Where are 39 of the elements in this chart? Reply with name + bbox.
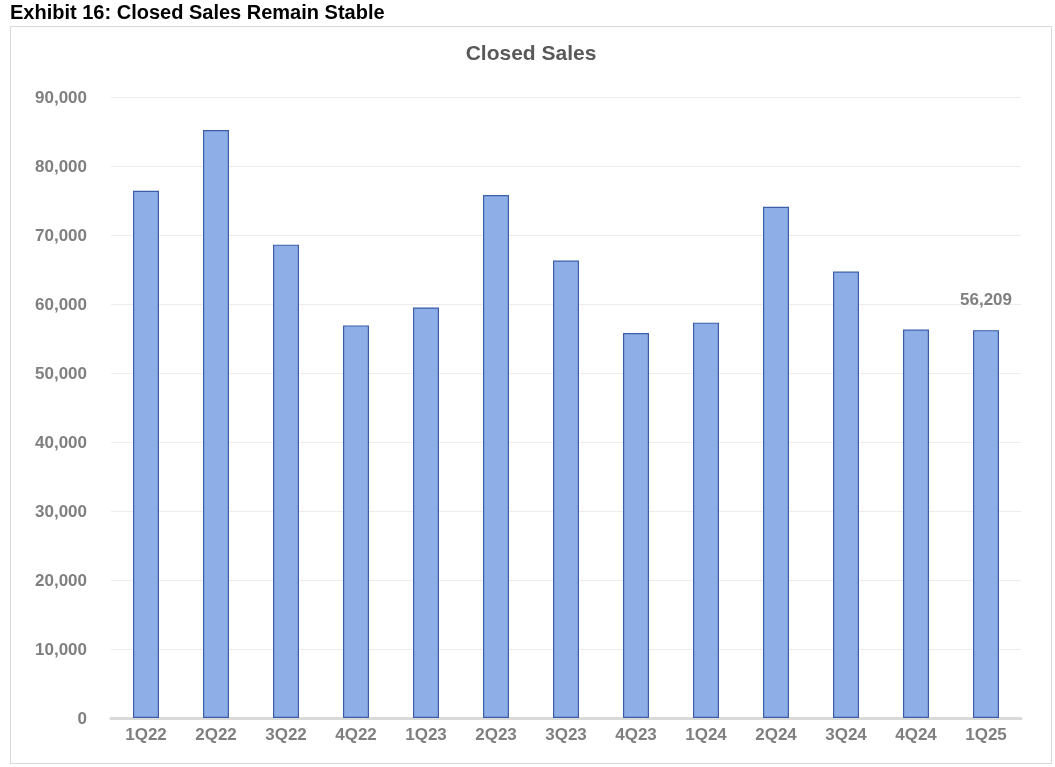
y-tick-label: 40,000 bbox=[35, 432, 87, 452]
bar bbox=[833, 271, 859, 718]
bar bbox=[693, 322, 719, 718]
x-tick-label: 1Q23 bbox=[405, 725, 447, 744]
x-tick-label: 4Q24 bbox=[895, 725, 938, 744]
bar bbox=[133, 190, 159, 718]
bar bbox=[483, 194, 509, 718]
y-tick-label: 60,000 bbox=[35, 294, 87, 314]
bar bbox=[973, 330, 999, 718]
x-tick-label: 3Q23 bbox=[545, 725, 587, 744]
x-tick-label: 3Q24 bbox=[825, 725, 868, 744]
bar bbox=[413, 307, 439, 718]
y-tick-label: 20,000 bbox=[35, 570, 87, 590]
chart-subtitle: Closed Sales bbox=[465, 41, 597, 64]
y-tick-label: 10,000 bbox=[35, 639, 87, 659]
bar bbox=[623, 332, 649, 718]
y-tick-label: 90,000 bbox=[35, 87, 87, 107]
x-tick-label: 1Q24 bbox=[685, 725, 728, 744]
y-tick-label: 70,000 bbox=[35, 225, 87, 245]
bar bbox=[903, 329, 929, 718]
x-tick-label: 2Q22 bbox=[195, 725, 237, 744]
chart-title: Exhibit 16: Closed Sales Remain Stable bbox=[9, 0, 386, 24]
x-tick-label: 1Q25 bbox=[965, 725, 1007, 744]
x-tick-label: 3Q22 bbox=[265, 725, 307, 744]
x-tick-label: 1Q22 bbox=[125, 725, 167, 744]
x-tick-label: 2Q24 bbox=[755, 725, 798, 744]
bar bbox=[553, 260, 579, 718]
bar bbox=[763, 206, 789, 718]
y-tick-label: 50,000 bbox=[35, 363, 87, 383]
bar bbox=[273, 244, 299, 718]
x-tick-label: 4Q23 bbox=[615, 725, 657, 744]
x-tick-label: 4Q22 bbox=[335, 725, 377, 744]
bar bbox=[343, 325, 369, 718]
bar bbox=[203, 130, 229, 718]
y-tick-label: 80,000 bbox=[35, 156, 87, 176]
y-tick-label: 30,000 bbox=[35, 501, 87, 521]
y-tick-label: 0 bbox=[77, 708, 87, 728]
x-tick-label: 2Q23 bbox=[475, 725, 517, 744]
data-label: 56,209 bbox=[960, 290, 1012, 310]
